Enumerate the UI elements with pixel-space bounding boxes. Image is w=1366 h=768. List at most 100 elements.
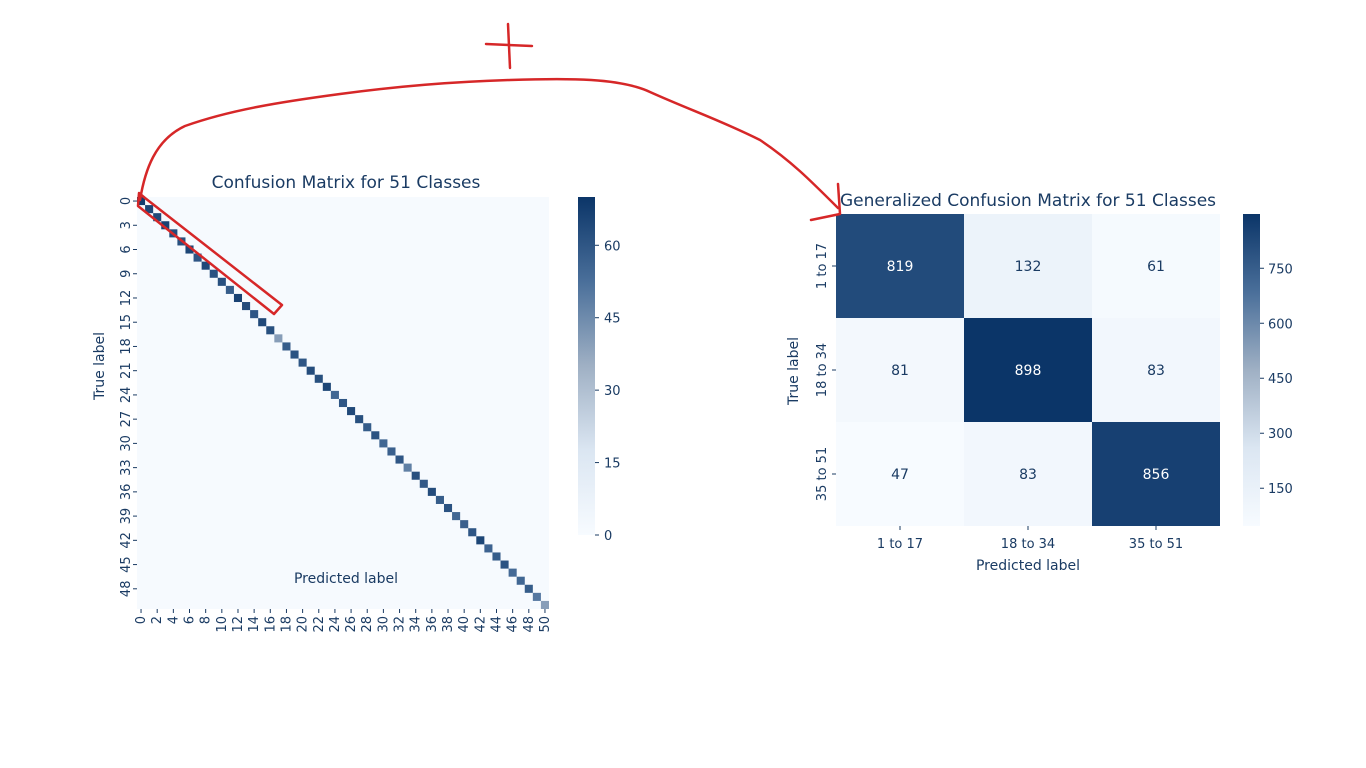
- matrix-cell: [1092, 422, 1220, 526]
- x-tick-label: 34: [409, 616, 424, 633]
- colorbar-tick-label: 15: [604, 457, 621, 472]
- matrix-cell: [964, 318, 1092, 422]
- diagonal-cell: [274, 334, 283, 343]
- generalized-confusion-matrix: Generalized Confusion Matrix for 51 Clas…: [786, 191, 1293, 574]
- y-tick-label: 6: [119, 245, 134, 253]
- diagonal-cell: [347, 407, 356, 416]
- x-tick-label: 32: [393, 616, 408, 633]
- y-tick-label: 27: [119, 411, 134, 428]
- diagonal-cell: [500, 560, 509, 569]
- x-tick-label: 42: [473, 616, 488, 633]
- right-heatmap-cells: 819 132 61 81 898 83 47 83 856: [836, 214, 1220, 526]
- x-tick-label: 30: [376, 616, 391, 633]
- left-heatmap-cells: [137, 197, 549, 609]
- diagonal-cell: [153, 213, 162, 222]
- diagonal-cell: [355, 415, 364, 424]
- diagonal-cell: [161, 221, 170, 230]
- highlight-box: [136, 191, 284, 316]
- diagonal-cell: [242, 302, 251, 311]
- cell-value: 132: [1015, 259, 1042, 275]
- x-tick-label: 24: [328, 616, 343, 633]
- x-tick-label: 18 to 34: [1001, 537, 1055, 552]
- cell-value: 819: [887, 259, 914, 275]
- x-tick-label: 12: [231, 616, 246, 633]
- diagonal-cell: [395, 455, 404, 464]
- colorbar-tick-label: 45: [604, 312, 621, 327]
- diagonal-cell: [209, 269, 218, 278]
- diagonal-cell: [298, 358, 307, 367]
- cell-value: 83: [1019, 467, 1037, 483]
- cell-value: 81: [891, 363, 909, 379]
- x-tick-label: 18: [279, 616, 294, 633]
- x-tick-label: 4: [166, 616, 181, 624]
- x-tick-label: 14: [247, 616, 262, 633]
- x-tick-label: 48: [522, 616, 537, 633]
- diagonal-cell: [468, 528, 477, 537]
- diagonal-cell: [508, 568, 517, 577]
- y-tick-label: 30: [119, 435, 134, 452]
- cell-value: 61: [1147, 259, 1165, 275]
- y-tick-label: 15: [119, 314, 134, 331]
- x-tick-label: 6: [183, 616, 198, 624]
- y-tick-label: 18: [119, 338, 134, 355]
- diagonal-cell: [145, 205, 154, 214]
- y-tick-label: 35 to 51: [815, 447, 830, 501]
- curved-arrow: [138, 77, 840, 210]
- right-colorbar-ticks: 150 300 450 600 750: [1260, 262, 1293, 497]
- y-tick-label: 3: [119, 221, 134, 229]
- diagonal-cell: [371, 431, 380, 440]
- diagonal-cell: [379, 439, 388, 448]
- diagonal-cell: [233, 293, 243, 303]
- diagonal-cell: [427, 487, 436, 496]
- x-tick-label: 28: [360, 616, 375, 633]
- matrix-cell: [1092, 318, 1220, 422]
- right-y-axis-label: True label: [786, 337, 802, 406]
- diagonal-cell: [532, 592, 541, 601]
- diagonal-cell: [290, 350, 299, 359]
- diagonal-cell: [314, 374, 323, 383]
- diagonal-cell: [460, 520, 469, 529]
- cell-value: 898: [1015, 363, 1042, 379]
- x-tick-label: 22: [312, 616, 327, 633]
- red-annotation: [136, 22, 842, 316]
- diagonal-cell: [258, 318, 267, 327]
- diagonal-cell: [137, 197, 146, 206]
- left-colorbar-ticks: 0 15 30 45 60: [595, 239, 621, 544]
- colorbar-tick-label: 60: [604, 239, 621, 254]
- diagonal-cell: [193, 253, 202, 262]
- left-x-axis-label: Predicted label: [294, 571, 398, 587]
- diagonal-cell: [476, 536, 485, 545]
- arrow-head: [809, 182, 842, 222]
- diagonal-cell: [225, 285, 234, 294]
- diagonal-cell: [540, 600, 549, 609]
- x-tick-label: 38: [441, 616, 456, 633]
- y-tick-label: 24: [119, 387, 134, 404]
- y-tick-label: 0: [119, 197, 134, 205]
- diagonal-cell: [516, 576, 525, 585]
- diagonal-cell: [330, 390, 339, 399]
- right-y-ticks: 1 to 17 18 to 34 35 to 51: [815, 243, 836, 501]
- y-tick-label: 12: [119, 290, 134, 307]
- x-tick-label: 44: [489, 616, 504, 633]
- right-x-ticks: 1 to 17 18 to 34 35 to 51: [877, 526, 1183, 552]
- x-tick-label: 26: [344, 616, 359, 633]
- colorbar-tick-label: 300: [1268, 427, 1293, 442]
- diagonal-cell: [492, 552, 501, 561]
- x-tick-label: 0: [134, 616, 149, 624]
- colorbar-tick-label: 150: [1268, 482, 1293, 497]
- colorbar-tick-label: 450: [1268, 372, 1293, 387]
- x-tick-label: 20: [296, 616, 311, 633]
- diagonal-cell: [484, 544, 493, 553]
- y-tick-label: 18 to 34: [815, 343, 830, 397]
- matrix-cell: [836, 214, 964, 318]
- colorbar-tick-label: 30: [604, 384, 621, 399]
- diagonal-cell: [266, 326, 275, 335]
- y-tick-label: 9: [119, 270, 134, 278]
- y-tick-label: 21: [119, 362, 134, 379]
- x-tick-label: 36: [425, 616, 440, 633]
- diagonal-cell: [338, 398, 348, 408]
- matrix-cell: [1092, 214, 1220, 318]
- x-tick-label: 35 to 51: [1129, 537, 1183, 552]
